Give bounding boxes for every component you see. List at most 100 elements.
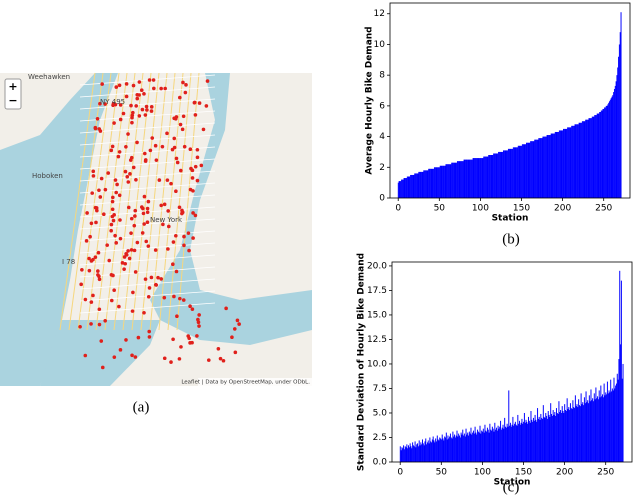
station-dot	[111, 273, 115, 278]
station-dot	[187, 248, 191, 253]
bar	[431, 439, 433, 462]
bar	[552, 133, 554, 198]
street	[79, 254, 216, 266]
bar	[501, 427, 503, 462]
bar	[524, 144, 526, 198]
street	[79, 110, 216, 122]
station-dot	[93, 126, 98, 131]
attribution[interactable]: Leaflet | Data by OpenStreetMap, under O…	[181, 380, 310, 386]
bar	[593, 393, 595, 462]
bar	[540, 413, 542, 462]
bar	[448, 164, 450, 198]
bar	[413, 174, 415, 198]
bar	[438, 440, 440, 462]
station-dot	[147, 329, 151, 334]
station-dot	[131, 83, 136, 88]
bar	[409, 443, 411, 462]
map: + − Weehawken Hoboken New York NY 495 I …	[0, 72, 312, 386]
bar	[600, 110, 602, 198]
station-dot	[182, 234, 186, 239]
station-dot	[156, 275, 160, 280]
bar	[591, 400, 593, 462]
station-dot	[149, 109, 154, 113]
bar	[516, 147, 518, 198]
bar	[530, 411, 532, 462]
station-dot	[110, 207, 115, 212]
station-dot	[79, 282, 83, 287]
station-dot	[97, 307, 102, 312]
bar	[471, 434, 473, 462]
station-dot	[103, 187, 108, 192]
bar	[453, 162, 455, 198]
bar	[546, 415, 548, 462]
bar	[615, 385, 617, 462]
station-dot	[145, 206, 150, 211]
station-dot	[103, 102, 107, 106]
bar	[597, 113, 599, 198]
station-dot	[178, 95, 182, 100]
bar	[530, 141, 532, 198]
bar	[519, 145, 521, 198]
bar	[606, 105, 608, 198]
bar	[518, 145, 520, 198]
bar	[611, 96, 613, 198]
bar	[532, 141, 534, 198]
bar	[466, 159, 468, 198]
bar	[619, 32, 621, 198]
axes-frame	[389, 2, 631, 199]
bar	[445, 432, 447, 462]
bar	[423, 445, 425, 462]
street	[79, 230, 216, 242]
bar	[599, 397, 601, 462]
bar	[506, 150, 508, 198]
bar	[470, 159, 472, 198]
zoom-out[interactable]: −	[8, 94, 17, 107]
bar	[547, 411, 549, 462]
y-tick-label: 0.0	[373, 458, 388, 468]
street	[79, 194, 216, 206]
station-dot	[232, 327, 237, 331]
street	[79, 122, 216, 134]
place-label: Weehawken	[28, 73, 70, 81]
station-dot	[177, 357, 182, 361]
y-tick-label: 15.0	[367, 310, 387, 320]
bar	[526, 421, 528, 462]
bar	[558, 131, 560, 198]
bar	[555, 131, 557, 198]
bar	[558, 130, 560, 198]
x-tick-label: 250	[597, 468, 614, 478]
bar	[619, 270, 621, 462]
bar	[608, 390, 610, 462]
station-dot	[133, 355, 138, 359]
station-dot	[140, 205, 144, 209]
bar	[612, 390, 614, 462]
bar	[401, 447, 403, 462]
street	[167, 72, 192, 331]
bar	[589, 118, 591, 198]
bar	[459, 161, 461, 198]
bar	[585, 391, 587, 462]
station-dot	[195, 178, 200, 183]
bar	[602, 394, 603, 462]
bar	[489, 423, 491, 462]
bar	[555, 415, 557, 462]
bar	[492, 155, 494, 198]
bar	[408, 445, 409, 462]
x-tick-label: 150	[513, 204, 530, 214]
station-dot	[99, 339, 104, 343]
zoom-control[interactable]	[4, 78, 22, 110]
bar	[562, 411, 564, 462]
station-dot	[91, 257, 95, 262]
bar	[502, 151, 504, 198]
station-dot	[126, 132, 130, 136]
station-dot	[131, 110, 135, 115]
station-dot	[83, 297, 88, 302]
station-dot	[170, 147, 175, 152]
bar	[592, 398, 594, 462]
bar	[493, 153, 495, 198]
bar	[452, 162, 454, 198]
bar	[564, 128, 566, 198]
zoom-in[interactable]: +	[8, 80, 17, 93]
bar	[616, 75, 618, 198]
station-dot	[191, 211, 195, 215]
